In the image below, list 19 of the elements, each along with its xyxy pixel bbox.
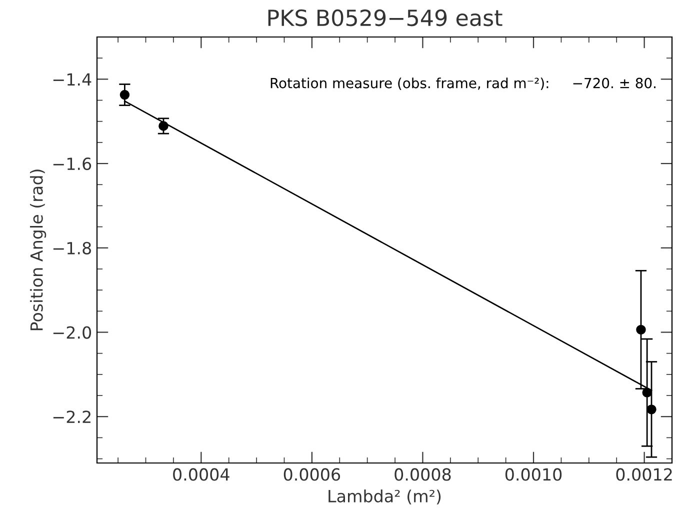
x-tick-label: 0.0010 [505, 468, 562, 481]
point [646, 404, 656, 414]
x-axis-title: Lambda² (m²) [328, 490, 441, 504]
point [120, 90, 130, 100]
y-axis-title: Position Angle (rad) [30, 170, 46, 330]
y-tick-label: −1.8 [53, 242, 91, 254]
point [158, 121, 168, 131]
y-tick-label: −2.2 [53, 410, 90, 423]
point [636, 324, 646, 335]
x-tick-label: 0.0012 [616, 468, 672, 481]
y-tick-label: −1.4 [53, 73, 92, 86]
y-tick-label: −2.0 [53, 326, 92, 339]
x-tick-label: 0.0008 [394, 468, 451, 481]
y-tick-label: −1.6 [53, 157, 92, 170]
point [642, 388, 652, 398]
chart-title: PKS B0529−549 east [268, 9, 502, 26]
x-tick-label: 0.0004 [173, 468, 230, 481]
annotation: Rotation measure (obs. frame, rad m⁻²): −720. ± 80. [270, 78, 656, 90]
x-tick-label: 0.0006 [284, 468, 340, 481]
